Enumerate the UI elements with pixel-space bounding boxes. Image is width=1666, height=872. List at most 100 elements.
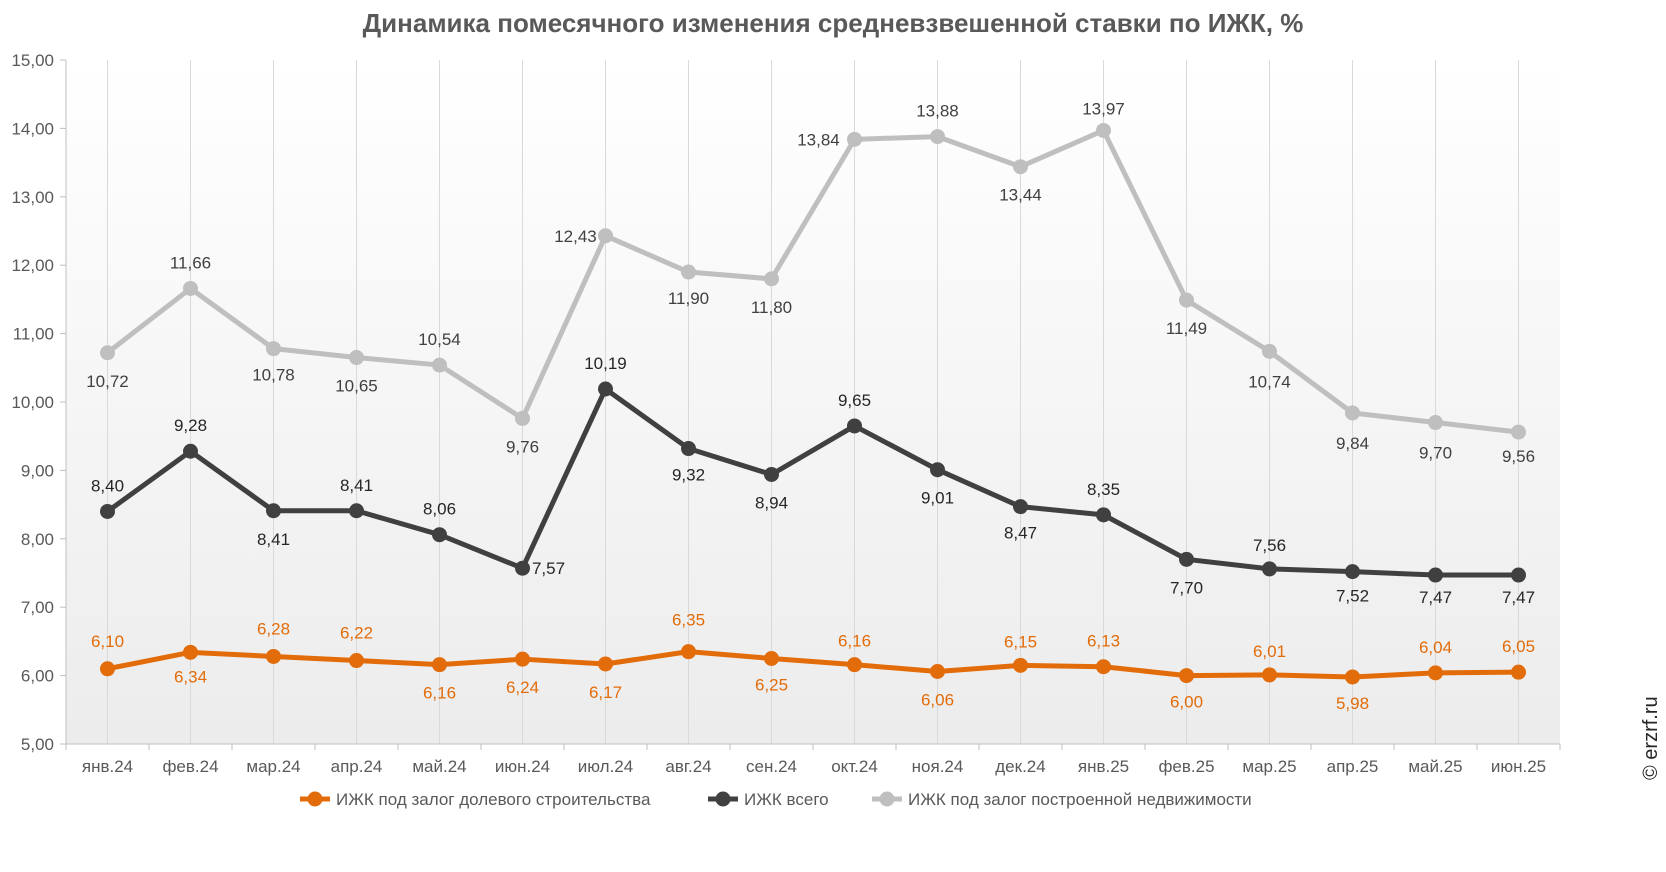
- legend-label: ИЖК под залог построенной недвижимости: [908, 790, 1252, 809]
- data-point: [764, 271, 779, 287]
- x-tick-label: янв.24: [82, 757, 133, 776]
- data-point: [100, 345, 115, 361]
- data-point: [1096, 659, 1111, 675]
- data-label: 13,84: [797, 130, 840, 149]
- data-point: [598, 381, 613, 397]
- data-label: 10,72: [86, 372, 129, 391]
- data-label: 11,49: [1166, 319, 1207, 338]
- data-point: [1428, 415, 1443, 431]
- data-label: 10,74: [1248, 372, 1291, 391]
- x-tick-label: фев.25: [1158, 757, 1214, 776]
- y-tick-label: 15,00: [11, 51, 54, 70]
- data-label: 9,01: [921, 489, 954, 508]
- data-label: 9,84: [1336, 434, 1369, 453]
- data-label: 13,97: [1082, 99, 1125, 118]
- x-tick-label: мар.25: [1242, 757, 1296, 776]
- plot-area: [66, 60, 1560, 744]
- data-point: [1179, 551, 1194, 567]
- data-point: [1511, 567, 1526, 583]
- data-label: 13,44: [999, 186, 1042, 205]
- legend-label: ИЖК всего: [744, 790, 829, 809]
- x-tick-label: мар.24: [246, 757, 300, 776]
- data-label: 6,13: [1087, 632, 1120, 651]
- data-point: [183, 644, 198, 660]
- data-point: [930, 663, 945, 679]
- data-label: 7,70: [1170, 578, 1203, 597]
- data-point: [432, 527, 447, 543]
- data-label: 11,80: [751, 298, 792, 317]
- data-point: [1428, 567, 1443, 583]
- data-label: 5,98: [1336, 694, 1369, 713]
- data-point: [1013, 159, 1028, 175]
- data-label: 7,47: [1419, 588, 1452, 607]
- data-point: [100, 661, 115, 677]
- data-point: [1013, 657, 1028, 673]
- data-label: 6,15: [1004, 632, 1037, 651]
- x-tick-label: дек.24: [995, 757, 1045, 776]
- data-point: [266, 503, 281, 519]
- data-point: [847, 418, 862, 434]
- series-line: [105, 649, 1521, 680]
- data-point: [930, 129, 945, 145]
- data-point: [183, 443, 198, 459]
- data-point: [1345, 405, 1360, 421]
- data-label: 6,06: [921, 690, 954, 709]
- data-label: 10,19: [584, 354, 627, 373]
- data-label: 6,35: [672, 611, 705, 630]
- data-point: [1511, 424, 1526, 440]
- data-label: 9,65: [838, 391, 871, 410]
- data-label: 6,10: [91, 632, 124, 651]
- y-tick-label: 5,00: [21, 735, 54, 754]
- data-label: 10,54: [418, 330, 461, 349]
- data-point: [1262, 667, 1277, 683]
- data-label: 6,25: [755, 676, 788, 695]
- data-label: 9,76: [506, 437, 539, 456]
- data-label: 6,24: [506, 678, 539, 697]
- data-point: [847, 131, 862, 147]
- data-point: [515, 651, 530, 667]
- data-label: 8,94: [755, 494, 788, 513]
- x-tick-label: май.25: [1408, 757, 1462, 776]
- data-label: 11,66: [170, 253, 211, 272]
- data-label: 12,43: [554, 227, 597, 246]
- data-point: [764, 467, 779, 483]
- data-point: [1096, 122, 1111, 138]
- y-tick-label: 9,00: [21, 461, 54, 480]
- data-point: [266, 648, 281, 664]
- x-tick-label: авг.24: [665, 757, 711, 776]
- watermark: © erzrf.ru: [1640, 696, 1662, 780]
- legend-marker: [307, 791, 323, 807]
- data-label: 6,04: [1419, 638, 1452, 657]
- data-point: [1096, 507, 1111, 523]
- data-point: [1428, 665, 1443, 681]
- data-point: [681, 441, 696, 457]
- data-point: [266, 341, 281, 357]
- x-tick-label: окт.24: [831, 757, 878, 776]
- y-tick-label: 10,00: [11, 393, 54, 412]
- data-label: 9,28: [174, 416, 207, 435]
- data-point: [432, 657, 447, 673]
- x-tick-label: апр.25: [1327, 757, 1379, 776]
- data-label: 9,32: [672, 466, 705, 485]
- chart-title: Динамика помесячного изменения средневзв…: [362, 8, 1304, 38]
- data-label: 10,78: [252, 366, 295, 385]
- y-tick-label: 13,00: [11, 188, 54, 207]
- data-label: 7,56: [1253, 536, 1286, 555]
- x-tick-label: апр.24: [331, 757, 383, 776]
- data-label: 8,41: [340, 476, 373, 495]
- data-point: [100, 503, 115, 519]
- data-point: [681, 644, 696, 660]
- data-point: [1013, 499, 1028, 515]
- y-tick-label: 11,00: [13, 325, 54, 344]
- data-label: 6,16: [838, 632, 871, 651]
- data-point: [847, 657, 862, 673]
- data-point: [515, 410, 530, 426]
- y-tick-label: 14,00: [11, 119, 54, 138]
- data-point: [1262, 561, 1277, 577]
- data-label: 8,47: [1004, 524, 1037, 543]
- data-label: 6,16: [423, 684, 456, 703]
- data-point: [1179, 668, 1194, 684]
- data-point: [1345, 564, 1360, 580]
- data-label: 9,56: [1502, 447, 1535, 466]
